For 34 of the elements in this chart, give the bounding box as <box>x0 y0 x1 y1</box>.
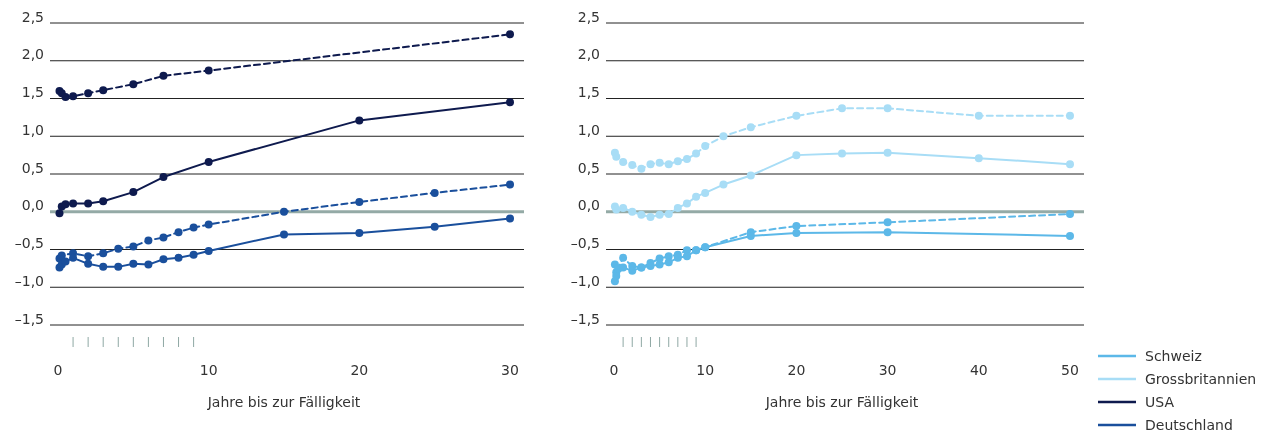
x-tick-label: 10 <box>199 362 218 378</box>
y-tick-label: –1,0 <box>570 272 600 289</box>
x-tick-label: 30 <box>501 362 519 378</box>
y-tick-label: 0,5 <box>21 159 44 176</box>
x-tick-label: 50 <box>1061 362 1079 378</box>
x-tick-label: 10 <box>696 362 715 378</box>
x-tick-label: 0 <box>53 362 63 378</box>
x-axis-title: Jahre bis zur Fälligkeit <box>206 394 361 410</box>
legend-label: USA <box>1145 394 1175 410</box>
y-tick-label: 0,5 <box>577 159 600 176</box>
x-tick-label: 20 <box>787 362 806 378</box>
y-tick-label: 1,0 <box>21 121 44 138</box>
x-tick-label: 30 <box>878 362 897 378</box>
x-tick-label: 20 <box>350 362 369 378</box>
y-tick-label: –1,5 <box>570 310 600 327</box>
y-tick-label: 2,0 <box>21 46 44 63</box>
legend-label: Deutschland <box>1145 417 1233 433</box>
y-tick-label: –1,0 <box>14 272 44 289</box>
y-tick-label: –0,5 <box>570 235 600 252</box>
y-tick-label: 0,0 <box>21 197 44 214</box>
y-tick-label: –1,5 <box>14 310 44 327</box>
y-tick-label: 1,5 <box>577 84 600 101</box>
y-tick-label: 2,5 <box>21 8 44 25</box>
y-tick-label: 1,0 <box>577 121 600 138</box>
x-tick-label: 40 <box>969 362 988 378</box>
legend-label: Grossbritannien <box>1145 371 1257 387</box>
y-tick-label: 2,0 <box>577 46 600 63</box>
legend-label: Schweiz <box>1145 348 1202 364</box>
y-tick-label: 0,0 <box>577 197 600 214</box>
x-tick-label: 0 <box>609 362 619 378</box>
y-tick-label: –0,5 <box>14 235 44 252</box>
y-tick-label: 2,5 <box>577 8 600 25</box>
x-axis-title: Jahre bis zur Fälligkeit <box>764 394 919 410</box>
y-tick-label: 1,5 <box>21 84 44 101</box>
